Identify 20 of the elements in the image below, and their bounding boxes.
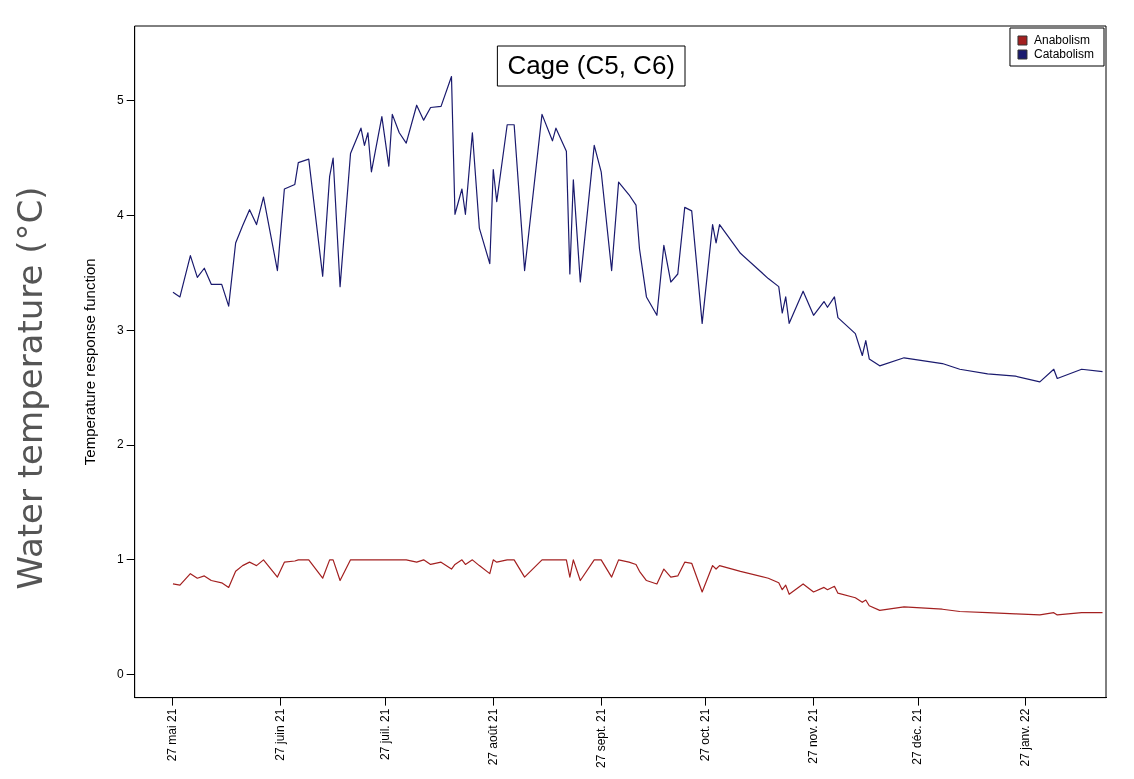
x-tick-label: 27 juil. 21 xyxy=(377,708,392,760)
x-tick-label: 27 mai 21 xyxy=(165,708,180,762)
legend-label: Anabolism xyxy=(1033,33,1091,48)
x-tick-label: 27 déc. 21 xyxy=(910,708,925,765)
x-tick-label: 27 nov. 21 xyxy=(805,708,820,764)
x-tick-label: 27 sept. 21 xyxy=(593,708,608,769)
y-tick-label: 4 xyxy=(116,207,124,222)
x-tick-label: 27 août 21 xyxy=(485,708,500,766)
text: Water temperature (°C) xyxy=(10,186,50,590)
y-tick-label: 0 xyxy=(116,666,124,681)
x-tick-label: 27 juin 21 xyxy=(273,708,288,761)
x-tick-label: 27 janv. 22 xyxy=(1018,708,1033,767)
y-tick-label: 3 xyxy=(116,322,124,337)
y-axis-title: Temperature response function xyxy=(81,258,99,466)
y-tick-label: 5 xyxy=(116,92,124,107)
text: Cage (C5, C6) xyxy=(507,50,676,81)
y-tick-label: 2 xyxy=(116,437,124,452)
x-tick-label: 27 oct. 21 xyxy=(697,708,712,762)
y-tick-label: 1 xyxy=(116,552,124,567)
legend-label: Catabolism xyxy=(1033,47,1095,62)
